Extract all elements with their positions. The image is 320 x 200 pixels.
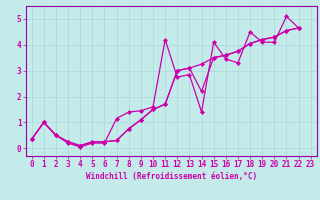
- X-axis label: Windchill (Refroidissement éolien,°C): Windchill (Refroidissement éolien,°C): [86, 172, 257, 181]
